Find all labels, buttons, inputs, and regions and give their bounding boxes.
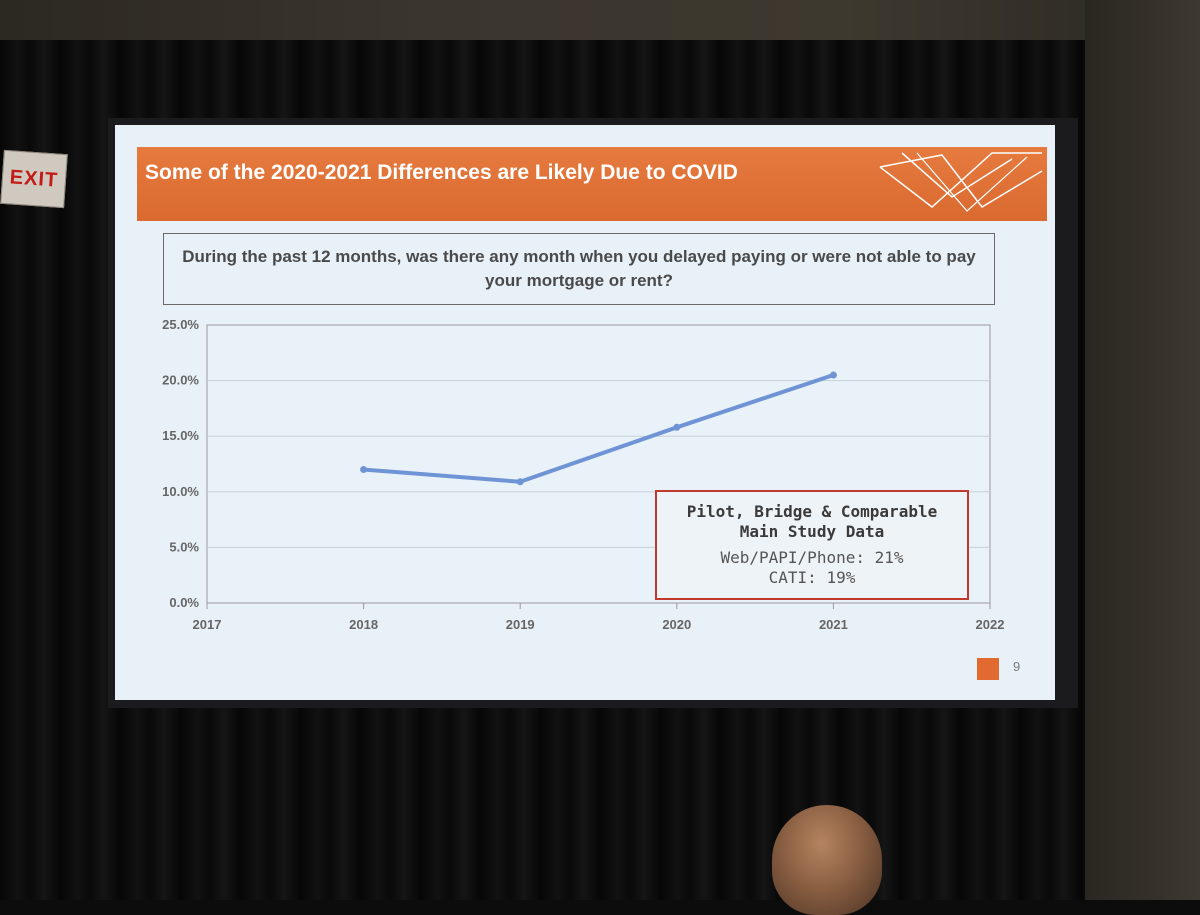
data-point [829, 371, 837, 379]
data-point [516, 478, 524, 486]
y-tick-label: 0.0% [169, 595, 199, 610]
data-source-cati-rate: CATI: 19% [768, 568, 856, 587]
y-tick-label: 25.0% [162, 317, 199, 332]
data-source-title-line2: Main Study Data [739, 522, 885, 541]
x-tick-label: 2017 [193, 617, 222, 632]
series-line [361, 373, 836, 484]
data-point [360, 466, 368, 474]
exit-sign: EXIT [0, 149, 68, 209]
data-point [673, 423, 681, 431]
line-chart: 0.0% 5.0% 10.0% 15.0% 20.0% 25.0% 2017 2018 2019… [162, 317, 1005, 632]
data-source-web-rate: Web/PAPI/Phone: 21% [720, 548, 904, 567]
x-tick-label: 2021 [819, 617, 848, 632]
x-tick-label: 2018 [349, 617, 378, 632]
audience-member-head [772, 805, 882, 915]
slide-number: 9 [1013, 659, 1021, 674]
slide-title-bar [137, 147, 1047, 221]
x-tick-label: 2020 [662, 617, 691, 632]
x-tick-label: 2019 [506, 617, 535, 632]
exit-sign-text: EXIT [9, 165, 59, 192]
x-tick-label: 2022 [976, 617, 1005, 632]
presentation-slide: Some of the 2020-2021 Differences are Li… [115, 125, 1055, 700]
wall-pillar [1085, 0, 1200, 900]
slide-number-marker [977, 658, 999, 680]
y-tick-label: 5.0% [169, 539, 199, 554]
y-tick-label: 10.0% [162, 484, 199, 499]
data-source-title-line1: Pilot, Bridge & Comparable [686, 502, 938, 521]
slide-title: Some of the 2020-2021 Differences are Li… [145, 161, 738, 184]
line-logo-icon [879, 152, 1043, 212]
survey-question-box: During the past 12 months, was there any… [163, 233, 995, 305]
survey-question: During the past 12 months, was there any… [182, 247, 976, 290]
y-tick-label: 20.0% [162, 373, 199, 388]
y-tick-label: 15.0% [162, 428, 199, 443]
data-source-box: Pilot, Bridge & Comparable Main Study Da… [655, 490, 969, 600]
